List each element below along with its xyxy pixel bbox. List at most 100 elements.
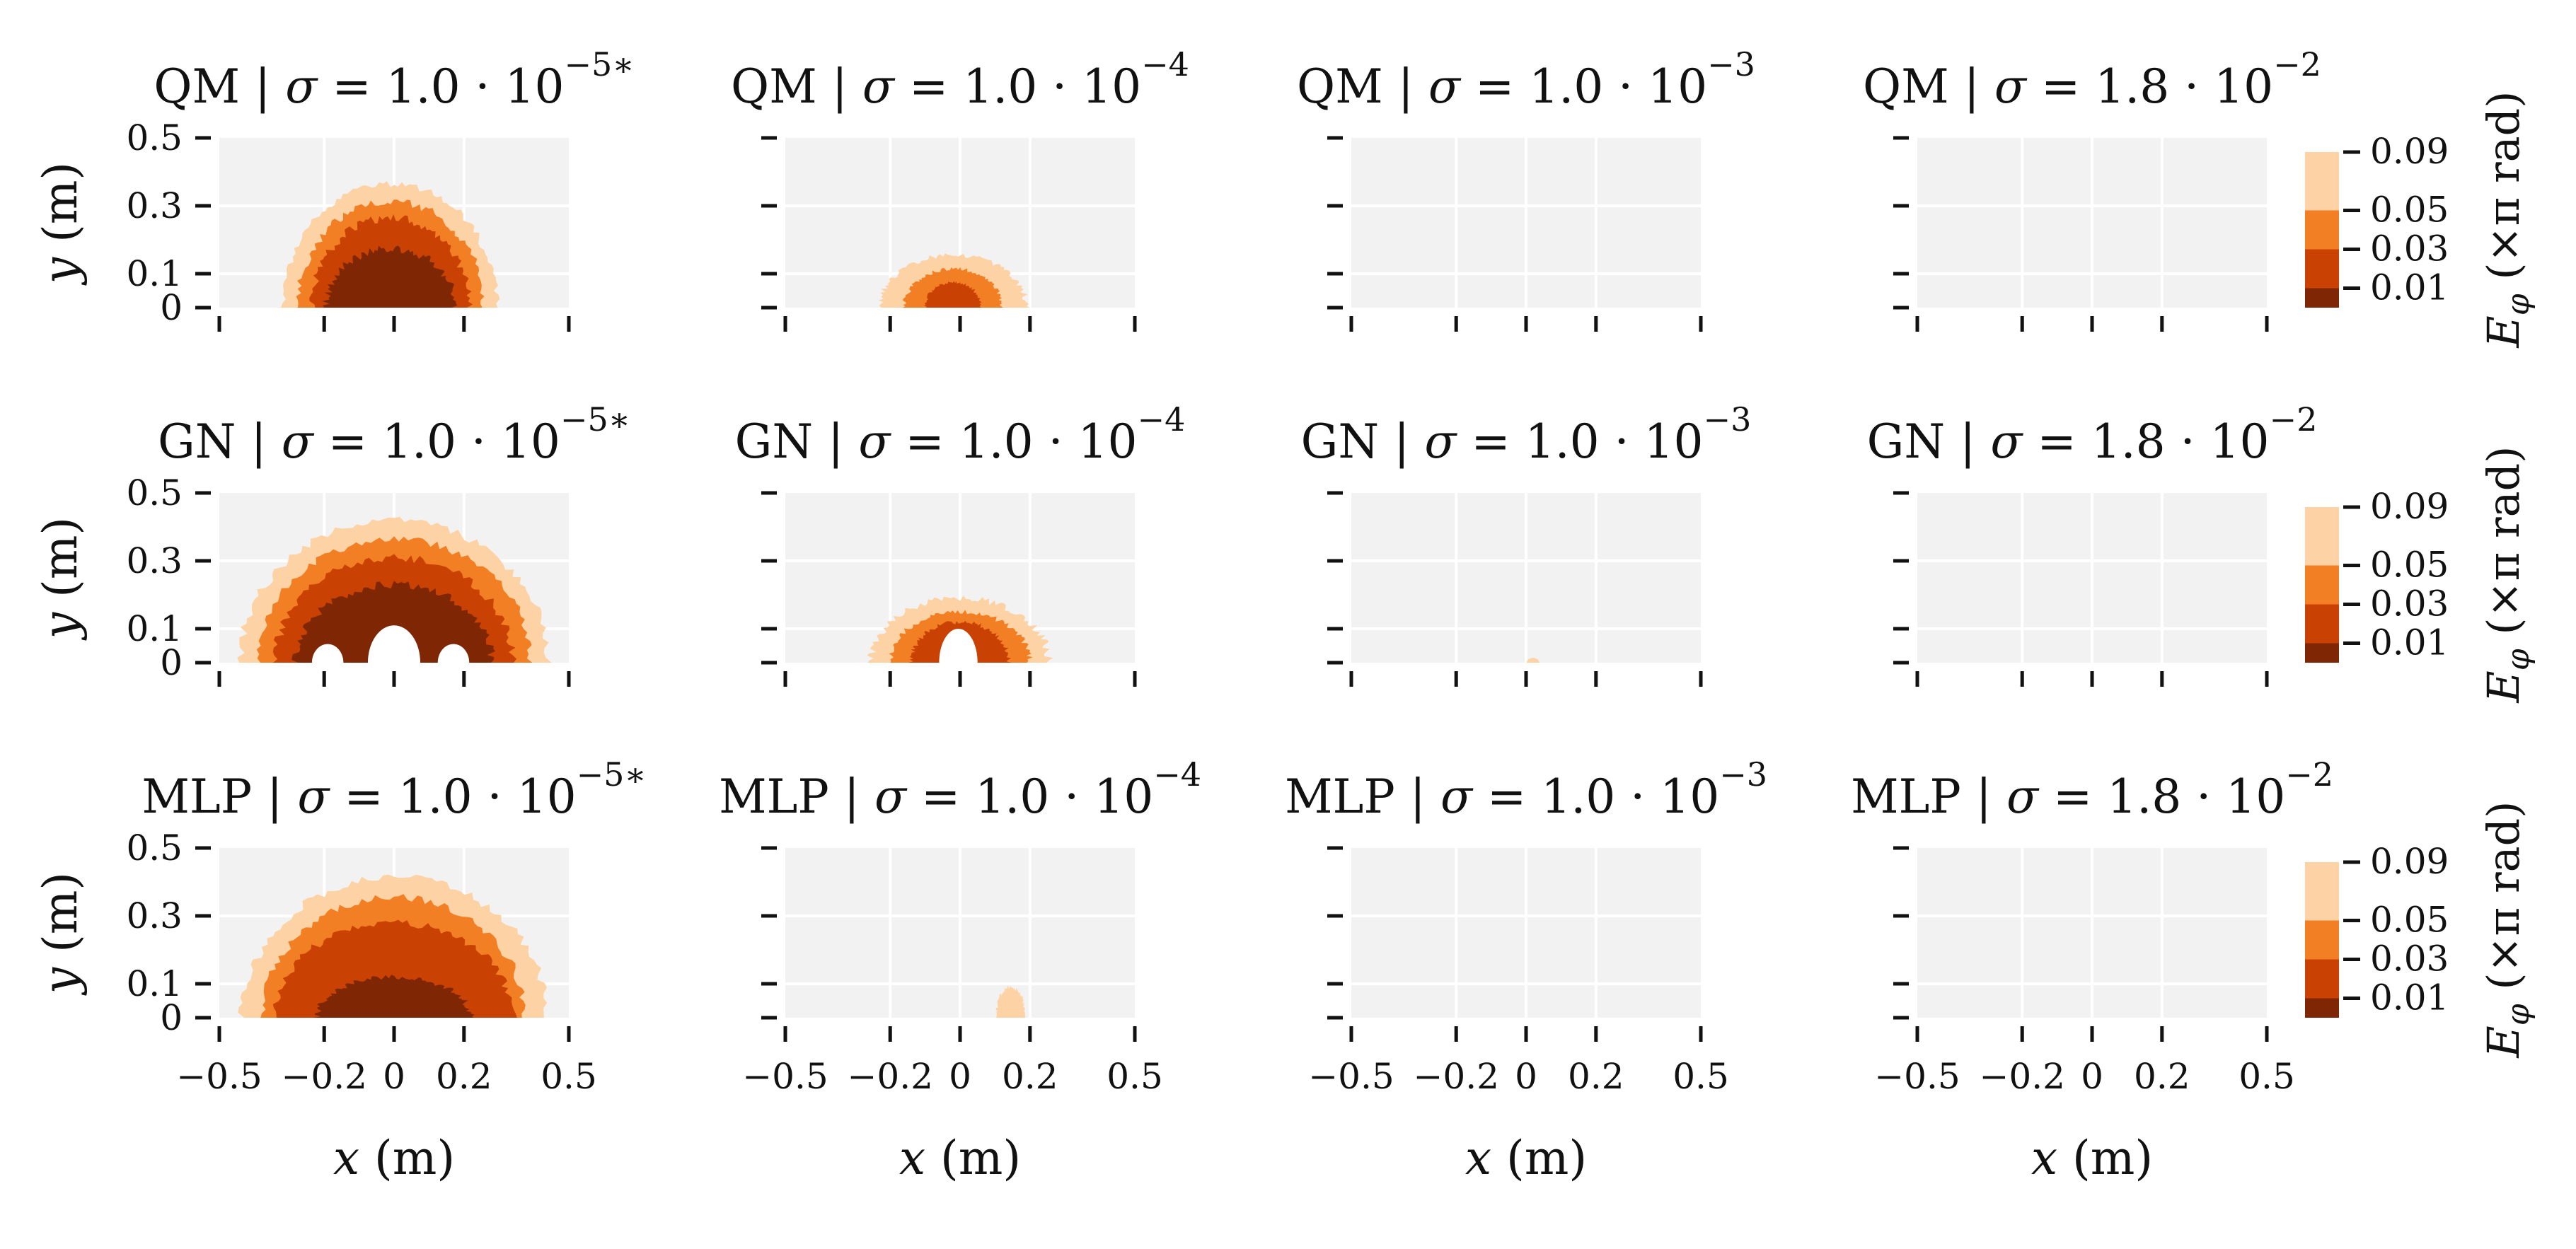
x-axis-labels-layer: x (m) x (m) x (m) x (m) xyxy=(333,1131,2153,1185)
contour-level-3 xyxy=(923,281,982,308)
contour-level-3 xyxy=(272,919,517,1018)
colorbar-label: Eφ (×π rad) xyxy=(2478,91,2536,349)
x-tick-label: 0 xyxy=(949,1056,971,1097)
colorbar-row-1: 0.010.030.05 0.09 Eφ (×π rad) xyxy=(2305,446,2536,704)
colorbar-tick-label: 0.09 xyxy=(2370,486,2449,527)
contour-hole xyxy=(437,644,470,663)
panel-title: MLP | σ = 1.0 · 10−5∗ xyxy=(141,755,646,824)
panel-qm-2: QM | σ = 1.0 · 10−3 xyxy=(1297,45,1755,332)
y-axis-label: y (m) xyxy=(33,872,88,996)
x-tick-label: 0.2 xyxy=(1002,1056,1058,1097)
colorbar-segment xyxy=(2305,249,2339,289)
y-tick-label: 0.3 xyxy=(126,540,183,581)
x-tick-label: 0.2 xyxy=(1568,1056,1624,1097)
x-tick-label: −0.5 xyxy=(1308,1056,1394,1097)
colorbar-tick-label: 0.03 xyxy=(2370,939,2449,980)
colorbar-segment xyxy=(2305,920,2339,960)
contour-level-1 xyxy=(1527,658,1540,663)
panel-title: GN | σ = 1.0 · 10−4 xyxy=(735,400,1186,469)
colorbar-segment xyxy=(2305,998,2339,1018)
colorbar-tick-label: 0.01 xyxy=(2370,977,2449,1018)
contour-level-4 xyxy=(321,245,458,308)
colorbar-label: Eφ (×π rad) xyxy=(2478,801,2536,1059)
colorbar-segment xyxy=(2305,862,2339,921)
panel-mlp-1: −0.5 −0.2 0 0.2 0.5 MLP | σ = 1.0 · 10−4 xyxy=(719,755,1201,1097)
colorbar-segment xyxy=(2305,152,2339,211)
colorbar-segment xyxy=(2305,210,2339,250)
x-tick-label: −0.5 xyxy=(1874,1056,1960,1097)
contour-fills xyxy=(867,596,1053,663)
panel-title: QM | σ = 1.0 · 10−4 xyxy=(731,45,1189,114)
x-tick-label: 0.2 xyxy=(436,1056,492,1097)
y-axis-label: y (m) xyxy=(33,517,88,641)
contour-fills xyxy=(1527,658,1540,663)
y-axis-label: y (m) xyxy=(33,162,88,286)
colorbar-tick-label: 0.09 xyxy=(2370,841,2449,882)
x-tick-label: 0 xyxy=(1515,1056,1537,1097)
y-tick-label: 0.5 xyxy=(126,117,183,158)
colorbar-tick-label: 0.09 xyxy=(2370,131,2449,172)
contour-fills xyxy=(237,516,552,663)
y-tick-label: 0.1 xyxy=(126,608,183,649)
panel-title: GN | σ = 1.0 · 10−3 xyxy=(1301,400,1752,469)
colorbar-tick-label: 0.05 xyxy=(2370,545,2449,586)
panel-title: QM | σ = 1.8 · 10−2 xyxy=(1863,45,2321,114)
panels-layer: 00.10.30.5QM | σ = 1.0 · 10−5∗y (m)QM | … xyxy=(33,45,2333,1097)
contour-fills xyxy=(281,181,500,308)
panel-gn-1: GN | σ = 1.0 · 10−4 xyxy=(735,400,1186,687)
y-tick-label: 0.3 xyxy=(126,895,183,936)
contour-level-4 xyxy=(291,581,496,663)
x-tick-label: 0 xyxy=(2081,1056,2103,1097)
colorbar-tick-label: 0.03 xyxy=(2370,583,2449,624)
panel-gn-2: GN | σ = 1.0 · 10−3 xyxy=(1301,400,1752,687)
x-tick-label: −0.5 xyxy=(742,1056,828,1097)
colorbar-tick-label: 0.05 xyxy=(2370,900,2449,941)
x-axis-label: x (m) xyxy=(333,1131,455,1185)
x-tick-label: −0.2 xyxy=(847,1056,932,1097)
contour-fills xyxy=(879,253,1029,308)
x-tick-label: −0.2 xyxy=(1979,1056,2064,1097)
colorbar-segment xyxy=(2305,959,2339,999)
x-tick-label: −0.2 xyxy=(1413,1056,1498,1097)
x-tick-label: 0.5 xyxy=(1673,1056,1729,1097)
contour-hole xyxy=(311,644,344,663)
panel-title: MLP | σ = 1.0 · 10−4 xyxy=(719,755,1201,824)
colorbar-tick-label: 0.03 xyxy=(2370,228,2449,269)
colorbar-tick-label: 0.01 xyxy=(2370,267,2449,308)
x-axis-label: x (m) xyxy=(899,1131,1021,1185)
contour-level-4 xyxy=(313,975,475,1018)
colorbar-segment xyxy=(2305,507,2339,566)
x-tick-label: −0.5 xyxy=(176,1056,262,1097)
panel-qm-1: QM | σ = 1.0 · 10−4 xyxy=(731,45,1189,332)
x-tick-label: −0.2 xyxy=(281,1056,366,1097)
y-tick-label: 0 xyxy=(160,287,183,328)
x-axis-label: x (m) xyxy=(1465,1131,1587,1185)
y-tick-label: 0.1 xyxy=(126,963,183,1004)
colorbar-segment xyxy=(2305,565,2339,605)
colorbar-segment xyxy=(2305,604,2339,644)
panel-title: GN | σ = 1.0 · 10−5∗ xyxy=(158,400,630,469)
y-tick-label: 0 xyxy=(160,997,183,1038)
colorbar-segment xyxy=(2305,643,2339,663)
panel-qm-0: 00.1 0.3 0.5QM | σ = 1.0 · 10−5∗ y (m) xyxy=(33,45,635,332)
y-tick-label: 0 xyxy=(160,642,183,683)
y-tick-label: 0.1 xyxy=(126,253,183,294)
x-tick-label: 0.5 xyxy=(541,1056,597,1097)
colorbar-row-2: 0.010.030.05 0.09 Eφ (×π rad) xyxy=(2305,801,2536,1059)
contour-fills xyxy=(995,985,1025,1018)
colorbar-label: Eφ (×π rad) xyxy=(2478,446,2536,704)
y-tick-label: 0.3 xyxy=(126,185,183,226)
contour-hole xyxy=(939,629,978,663)
panel-qm-3: QM | σ = 1.8 · 10−2 xyxy=(1863,45,2321,332)
panel-gn-0: 00.1 0.3 0.5GN | σ = 1.0 · 10−5∗ y (m) xyxy=(33,400,630,687)
x-tick-label: 0.2 xyxy=(2134,1056,2190,1097)
panel-title: GN | σ = 1.8 · 10−2 xyxy=(1867,400,2318,469)
y-tick-label: 0.5 xyxy=(126,827,183,869)
colorbar-tick-label: 0.01 xyxy=(2370,622,2449,663)
panel-gn-3: GN | σ = 1.8 · 10−2 xyxy=(1867,400,2318,687)
contour-fills xyxy=(238,874,548,1018)
contour-hole xyxy=(367,625,421,663)
